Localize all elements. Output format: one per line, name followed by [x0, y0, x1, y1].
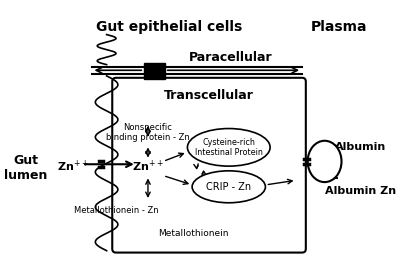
Text: Transcellular: Transcellular — [164, 89, 254, 102]
Text: Metallothionein - Zn: Metallothionein - Zn — [74, 206, 158, 215]
Text: CRIP - Zn: CRIP - Zn — [206, 182, 251, 192]
Text: Nonspecific
binding protein - Zn: Nonspecific binding protein - Zn — [106, 122, 190, 142]
Bar — [144, 63, 165, 71]
Ellipse shape — [192, 171, 266, 203]
Text: Zn$^{++}$: Zn$^{++}$ — [132, 158, 164, 174]
Text: Gut epithelial cells: Gut epithelial cells — [96, 19, 243, 33]
Text: Metallothionein: Metallothionein — [158, 229, 228, 238]
Text: Plasma: Plasma — [310, 19, 367, 33]
Bar — [144, 71, 165, 79]
Ellipse shape — [308, 141, 342, 182]
Text: Albumin Zn: Albumin Zn — [325, 187, 396, 196]
FancyBboxPatch shape — [112, 78, 306, 253]
Text: Gut
lumen: Gut lumen — [4, 154, 48, 182]
Text: Cysteine-rich
Intestinal Protein: Cysteine-rich Intestinal Protein — [195, 138, 263, 157]
Ellipse shape — [188, 129, 270, 166]
Text: Zn$^{++}$: Zn$^{++}$ — [57, 158, 89, 174]
Text: Paracellular: Paracellular — [189, 51, 272, 64]
Text: Albumin: Albumin — [335, 142, 386, 152]
